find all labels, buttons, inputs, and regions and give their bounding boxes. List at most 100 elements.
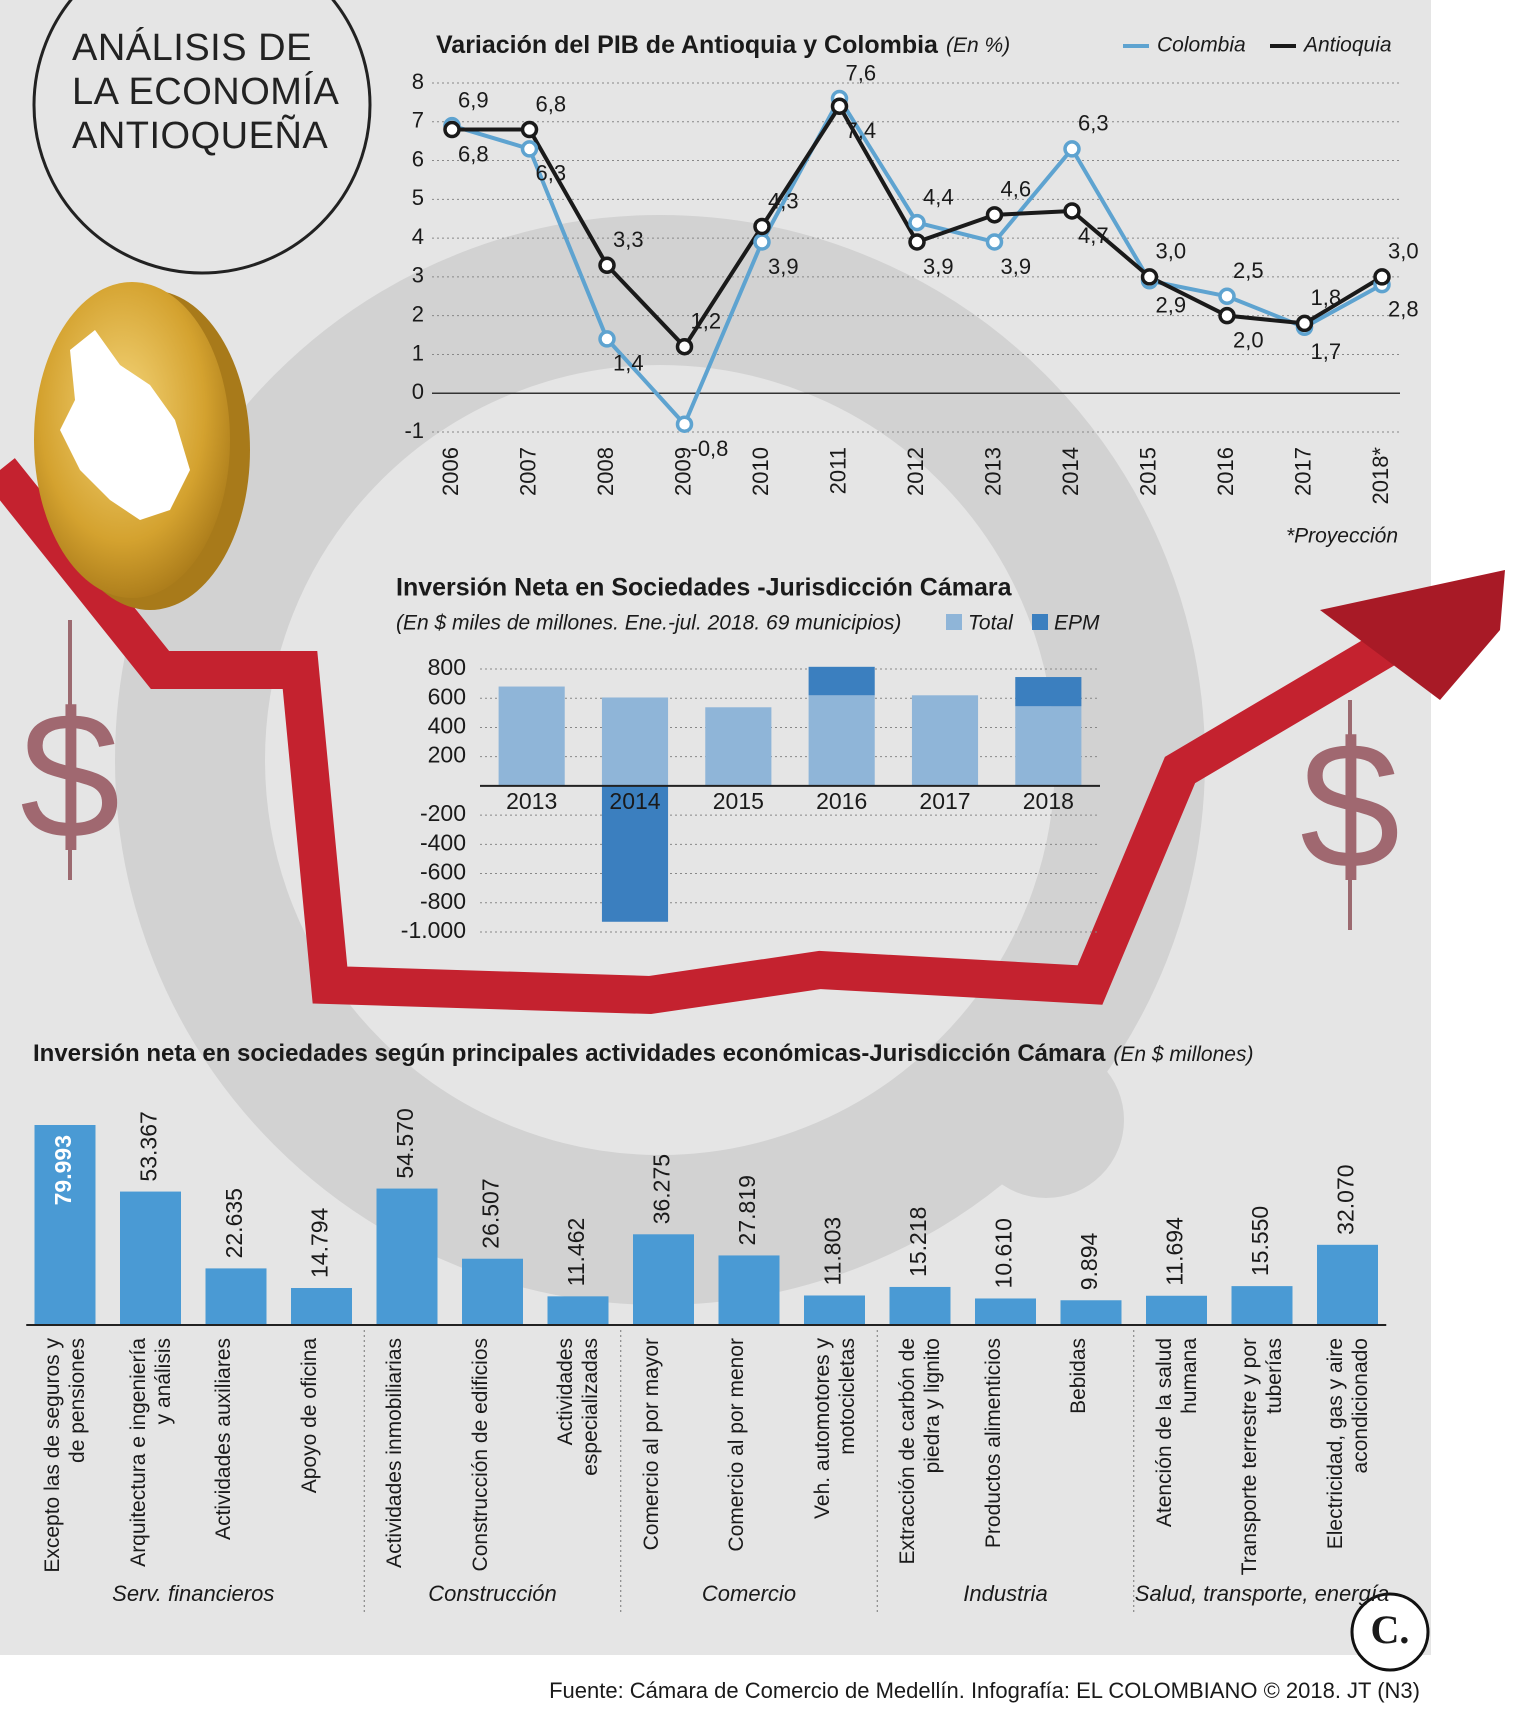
- legend-swatch: [1032, 614, 1048, 630]
- y-tick-label: 0: [412, 379, 424, 404]
- bar: [1231, 1286, 1293, 1325]
- bar: [1015, 706, 1082, 786]
- data-label: 10.610: [991, 1218, 1017, 1288]
- point: [1295, 314, 1314, 333]
- y-tick-label: 5: [412, 185, 424, 210]
- x-tick-label: 2008: [593, 447, 618, 496]
- data-label: 26.507: [478, 1178, 504, 1248]
- group-label: Comercio: [702, 1581, 796, 1606]
- bar: [911, 695, 979, 786]
- data-label: 6,9: [458, 87, 489, 112]
- data-label: 53.367: [136, 1111, 162, 1181]
- x-tick-label: Atención de la salud humana: [1152, 1338, 1201, 1528]
- x-tick-label: 2010: [748, 447, 773, 496]
- x-tick-label: 2018: [1023, 788, 1074, 814]
- data-label: 1,2: [691, 309, 722, 334]
- bar: [1317, 1244, 1378, 1325]
- legend-label: EPM: [1054, 612, 1100, 635]
- x-tick-label: Comercio al por menor: [725, 1338, 748, 1552]
- y-tick-label: 2: [412, 301, 424, 326]
- x-tick-label: 2015: [1135, 447, 1160, 496]
- data-label: 1,7: [1311, 339, 1342, 364]
- background-logo-ring: [115, 215, 1205, 1305]
- data-label: 9.894: [1076, 1232, 1102, 1290]
- data-label: 2,9: [1156, 293, 1187, 318]
- y-tick-label: 400: [428, 713, 466, 739]
- bar: [1015, 677, 1082, 707]
- data-label: 11.694: [1162, 1217, 1188, 1286]
- data-label: -0,8: [691, 436, 729, 461]
- data-label: 6,3: [536, 161, 567, 186]
- group-label: Industria: [963, 1581, 1047, 1606]
- bar: [462, 1258, 523, 1325]
- subtitle: (En %): [946, 34, 1010, 57]
- dollar-sign: $: [1300, 706, 1400, 907]
- x-tick-label: Electricidad, gas y aire acondicionado: [1323, 1338, 1372, 1550]
- subtitle: (En $ millones): [1113, 1043, 1253, 1066]
- x-tick-label: Arquitectura e ingeniería y análisis: [126, 1338, 175, 1567]
- bar: [205, 1268, 267, 1325]
- arrow-head: [1320, 570, 1505, 700]
- x-tick-label: 2013: [506, 788, 557, 814]
- bar: [120, 1191, 181, 1325]
- data-label: 32.070: [1333, 1164, 1359, 1234]
- bar: [804, 1295, 865, 1325]
- x-tick-label: 2012: [903, 447, 928, 496]
- y-tick-label: 1: [412, 340, 424, 365]
- y-tick-label: 4: [412, 224, 424, 249]
- x-tick-label: 2018*: [1368, 447, 1393, 505]
- x-tick-label: 2007: [515, 447, 540, 496]
- point: [598, 256, 616, 275]
- bar: [633, 1234, 694, 1325]
- y-tick-label: 6: [412, 146, 424, 171]
- data-label: 3,9: [1001, 254, 1032, 279]
- point: [1373, 268, 1391, 286]
- bar: [547, 1296, 609, 1325]
- point: [675, 337, 694, 356]
- group-label: Serv. financieros: [112, 1581, 274, 1606]
- x-tick-label: 2009: [670, 447, 695, 496]
- bar: [34, 1125, 96, 1325]
- data-label: 4,4: [923, 184, 954, 209]
- legend-label: Colombia: [1157, 34, 1246, 57]
- y-tick-label: -1.000: [401, 917, 466, 943]
- chart-subtitle: (En $ miles de millones. Ene.-jul. 2018.…: [396, 612, 901, 635]
- data-label: 14.794: [307, 1207, 333, 1278]
- data-label: 7,6: [846, 60, 877, 85]
- data-label: 6,8: [458, 141, 489, 166]
- data-label: 3,3: [613, 227, 644, 252]
- x-tick-label: 2016: [1213, 447, 1238, 496]
- data-label: 11.462: [563, 1218, 589, 1287]
- y-tick-label: 3: [412, 263, 424, 288]
- bar: [808, 695, 875, 786]
- x-tick-label: Veh. automotores y motocicletas: [810, 1338, 859, 1519]
- data-label: 3,9: [768, 254, 799, 279]
- x-tick-label: Transporte terrestre y por tuberías: [1238, 1338, 1286, 1576]
- bar: [376, 1188, 438, 1325]
- bar: [291, 1288, 352, 1325]
- bar: [889, 1286, 951, 1325]
- point: [830, 97, 849, 116]
- note: *Proyección: [1286, 525, 1398, 548]
- data-label: 3,0: [1388, 239, 1419, 264]
- data-label: 15.218: [905, 1207, 931, 1277]
- logo-circle: [1350, 1592, 1430, 1672]
- bar: [1146, 1295, 1207, 1325]
- bar: [1060, 1300, 1122, 1325]
- logo: C.: [1371, 1607, 1410, 1652]
- data-label: 4,3: [768, 188, 799, 213]
- x-tick-label: Extracción de carbón de piedra y lignito: [896, 1338, 944, 1565]
- y-tick-label: 200: [428, 742, 466, 768]
- point: [1218, 306, 1236, 325]
- data-label: 11.803: [820, 1217, 846, 1286]
- data-label: 2,0: [1233, 327, 1264, 352]
- legend-swatch: [946, 614, 962, 630]
- header-title: ANÁLISIS DE LA ECONOMÍA ANTIOQUEÑA: [72, 27, 338, 157]
- point: [985, 206, 1004, 224]
- x-tick-label: 2014: [609, 788, 660, 814]
- x-tick-label: Actividades inmobiliarias: [383, 1338, 406, 1568]
- x-tick-label: Actividades especializadas: [554, 1338, 602, 1476]
- x-tick-label: Apoyo de oficina: [297, 1338, 321, 1494]
- y-tick-label: 8: [412, 69, 424, 94]
- x-tick-label: 2013: [980, 447, 1005, 496]
